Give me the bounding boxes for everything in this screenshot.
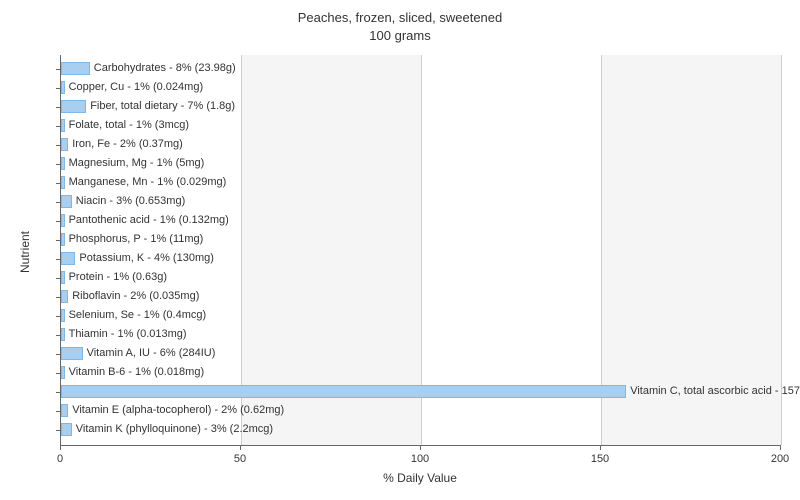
bar-row: Niacin - 3% (0.653mg) [61,192,781,211]
bar-label: Potassium, K - 4% (130mg) [79,251,214,266]
bar-row: Vitamin A, IU - 6% (284IU) [61,344,781,363]
x-tick-label: 150 [591,453,609,465]
plot-area: Carbohydrates - 8% (23.98g) Copper, Cu - … [60,55,781,446]
bar-row: Vitamin B-6 - 1% (0.018mg) [61,363,781,382]
bar-row: Carbohydrates - 8% (23.98g) [61,59,781,78]
bar-label: Vitamin C, total ascorbic acid - 157% (9… [630,384,800,399]
nutrient-bar [61,404,68,417]
bar-row: Manganese, Mn - 1% (0.029mg) [61,173,781,192]
bar-row: Phosphorus, P - 1% (11mg) [61,230,781,249]
bar-label: Manganese, Mn - 1% (0.029mg) [69,175,227,190]
bar-label: Thiamin - 1% (0.013mg) [69,327,187,342]
bar-label: Vitamin A, IU - 6% (284IU) [87,346,216,361]
bar-label: Carbohydrates - 8% (23.98g) [94,61,236,76]
nutrient-bar [61,157,65,170]
bar-row: Riboflavin - 2% (0.035mg) [61,287,781,306]
bar-row: Selenium, Se - 1% (0.4mcg) [61,306,781,325]
nutrient-bar [61,81,65,94]
x-tick-label: 200 [771,453,789,465]
bar-row: Pantothenic acid - 1% (0.132mg) [61,211,781,230]
nutrient-bar [61,366,65,379]
nutrient-bar [61,385,626,398]
bar-row: Thiamin - 1% (0.013mg) [61,325,781,344]
nutrient-bar [61,309,65,322]
bar-label: Vitamin E (alpha-tocopherol) - 2% (0.62m… [72,403,284,418]
nutrient-bar [61,214,65,227]
chart-subtitle: 100 grams [0,28,800,43]
nutrient-chart: Peaches, frozen, sliced, sweetened 100 g… [0,0,800,500]
bar-row: Vitamin K (phylloquinone) - 3% (2.2mcg) [61,420,781,439]
bar-label: Fiber, total dietary - 7% (1.8g) [90,99,235,114]
bar-label: Protein - 1% (0.63g) [69,270,167,285]
nutrient-bar [61,347,83,360]
nutrient-bar [61,62,90,75]
bar-label: Niacin - 3% (0.653mg) [76,194,185,209]
bar-label: Selenium, Se - 1% (0.4mcg) [69,308,207,323]
nutrient-bar [61,252,75,265]
bar-row: Vitamin C, total ascorbic acid - 157% (9… [61,382,781,401]
bar-row: Fiber, total dietary - 7% (1.8g) [61,97,781,116]
nutrient-bar [61,176,65,189]
nutrient-bar [61,195,72,208]
bar-label: Folate, total - 1% (3mcg) [69,118,189,133]
nutrient-bar [61,100,86,113]
bar-label: Riboflavin - 2% (0.035mg) [72,289,199,304]
x-tick-label: 50 [234,453,246,465]
bar-label: Magnesium, Mg - 1% (5mg) [69,156,205,171]
nutrient-bar [61,233,65,246]
bar-label: Phosphorus, P - 1% (11mg) [69,232,204,247]
bar-row: Folate, total - 1% (3mcg) [61,116,781,135]
bar-label: Iron, Fe - 2% (0.37mg) [72,137,183,152]
nutrient-bar [61,119,65,132]
nutrient-bar [61,328,65,341]
bar-label: Copper, Cu - 1% (0.024mg) [69,80,204,95]
bar-row: Protein - 1% (0.63g) [61,268,781,287]
nutrient-bar [61,423,72,436]
bar-row: Vitamin E (alpha-tocopherol) - 2% (0.62m… [61,401,781,420]
nutrient-bar [61,290,68,303]
bar-row: Iron, Fe - 2% (0.37mg) [61,135,781,154]
x-tick-label: 100 [411,453,429,465]
bar-row: Potassium, K - 4% (130mg) [61,249,781,268]
y-axis-label: Nutrient [18,231,32,273]
chart-title: Peaches, frozen, sliced, sweetened [0,10,800,25]
nutrient-bar [61,271,65,284]
bar-label: Vitamin B-6 - 1% (0.018mg) [69,365,205,380]
x-axis-label: % Daily Value [383,471,457,485]
bar-row: Copper, Cu - 1% (0.024mg) [61,78,781,97]
x-tick-label: 0 [57,453,63,465]
bar-row: Magnesium, Mg - 1% (5mg) [61,154,781,173]
bar-label: Pantothenic acid - 1% (0.132mg) [69,213,229,228]
bar-label: Vitamin K (phylloquinone) - 3% (2.2mcg) [76,422,273,437]
nutrient-bar [61,138,68,151]
